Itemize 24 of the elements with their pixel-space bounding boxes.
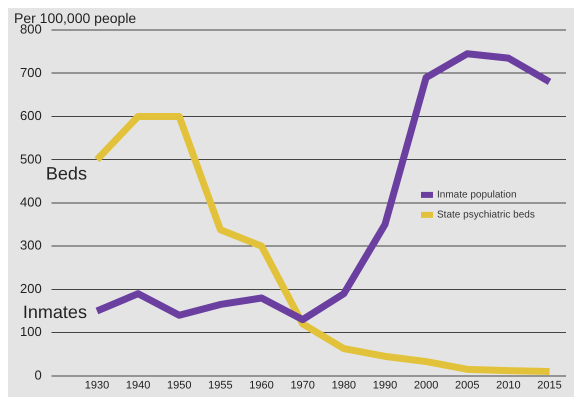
y-tick-label: 700 [20,64,42,80]
x-tick-label: 1980 [332,379,356,392]
x-tick-label: 1960 [249,379,274,392]
annotation: Beds [46,164,87,184]
x-tick-label: 1940 [126,379,150,392]
legend-label: Inmate population [437,190,517,201]
x-tick-label: 1950 [166,379,192,392]
y-tick-label: 300 [20,238,42,253]
y-tick-label: 400 [20,194,42,210]
x-tick-label: 2000 [414,379,438,392]
y-tick-label: 600 [20,108,42,124]
x-tick-label: 2015 [537,379,562,392]
x-tick-label: 2005 [455,379,480,392]
x-tick-label: 1970 [290,379,315,392]
annotation: Inmates [22,302,87,322]
y-tick-label: 0 [34,367,42,382]
legend-label: State psychiatric beds [437,210,535,221]
y-tick-label: 200 [20,280,42,296]
x-tick-label: 2010 [496,379,521,392]
x-tick-label: 1930 [84,379,110,392]
x-tick-label: 1990 [372,379,398,392]
x-tick-label: 1955 [208,379,233,392]
y-tick-label: 500 [20,151,42,166]
y-tick-label: 100 [20,324,42,340]
